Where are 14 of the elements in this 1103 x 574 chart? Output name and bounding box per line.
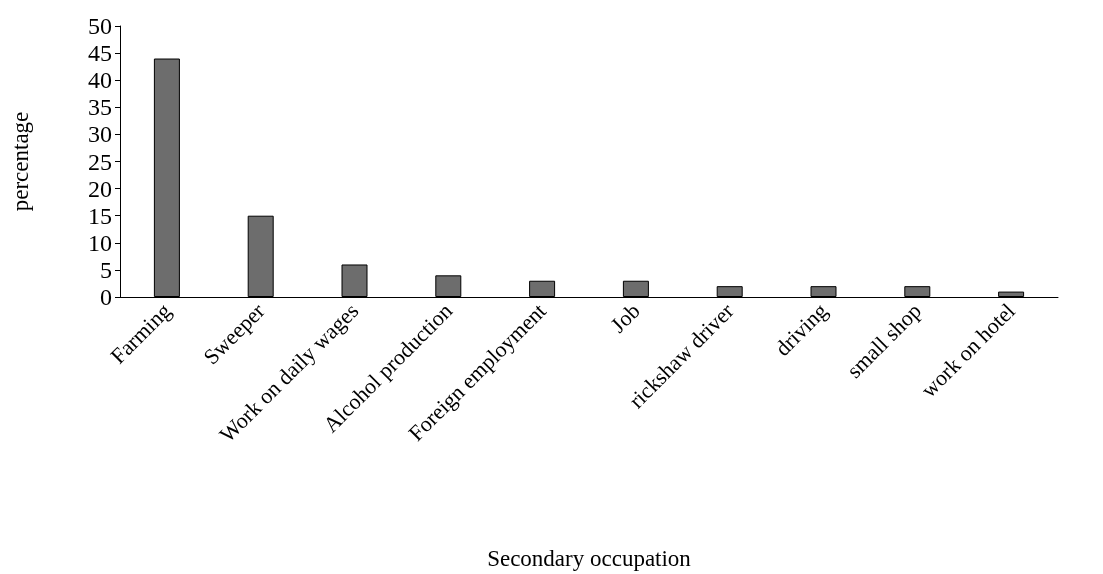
x-axis-title: Secondary occupation (487, 546, 692, 571)
y-tick-label: 50 (88, 13, 112, 39)
y-tick-label: 20 (88, 175, 112, 202)
y-tick-label: 30 (88, 121, 112, 148)
y-tick-label: 35 (88, 94, 112, 121)
y-tick-label: 15 (88, 202, 112, 229)
y-tick-label: 25 (88, 148, 112, 175)
x-tick-label: Job (605, 298, 645, 338)
y-tick-label: 5 (100, 256, 112, 283)
y-tick-label: 0 (100, 284, 112, 310)
y-tick-label: 45 (88, 40, 112, 67)
y-tick-label: 40 (88, 67, 112, 94)
y-tick-label: 10 (88, 229, 112, 256)
y-axis-title: percentage (8, 111, 33, 212)
